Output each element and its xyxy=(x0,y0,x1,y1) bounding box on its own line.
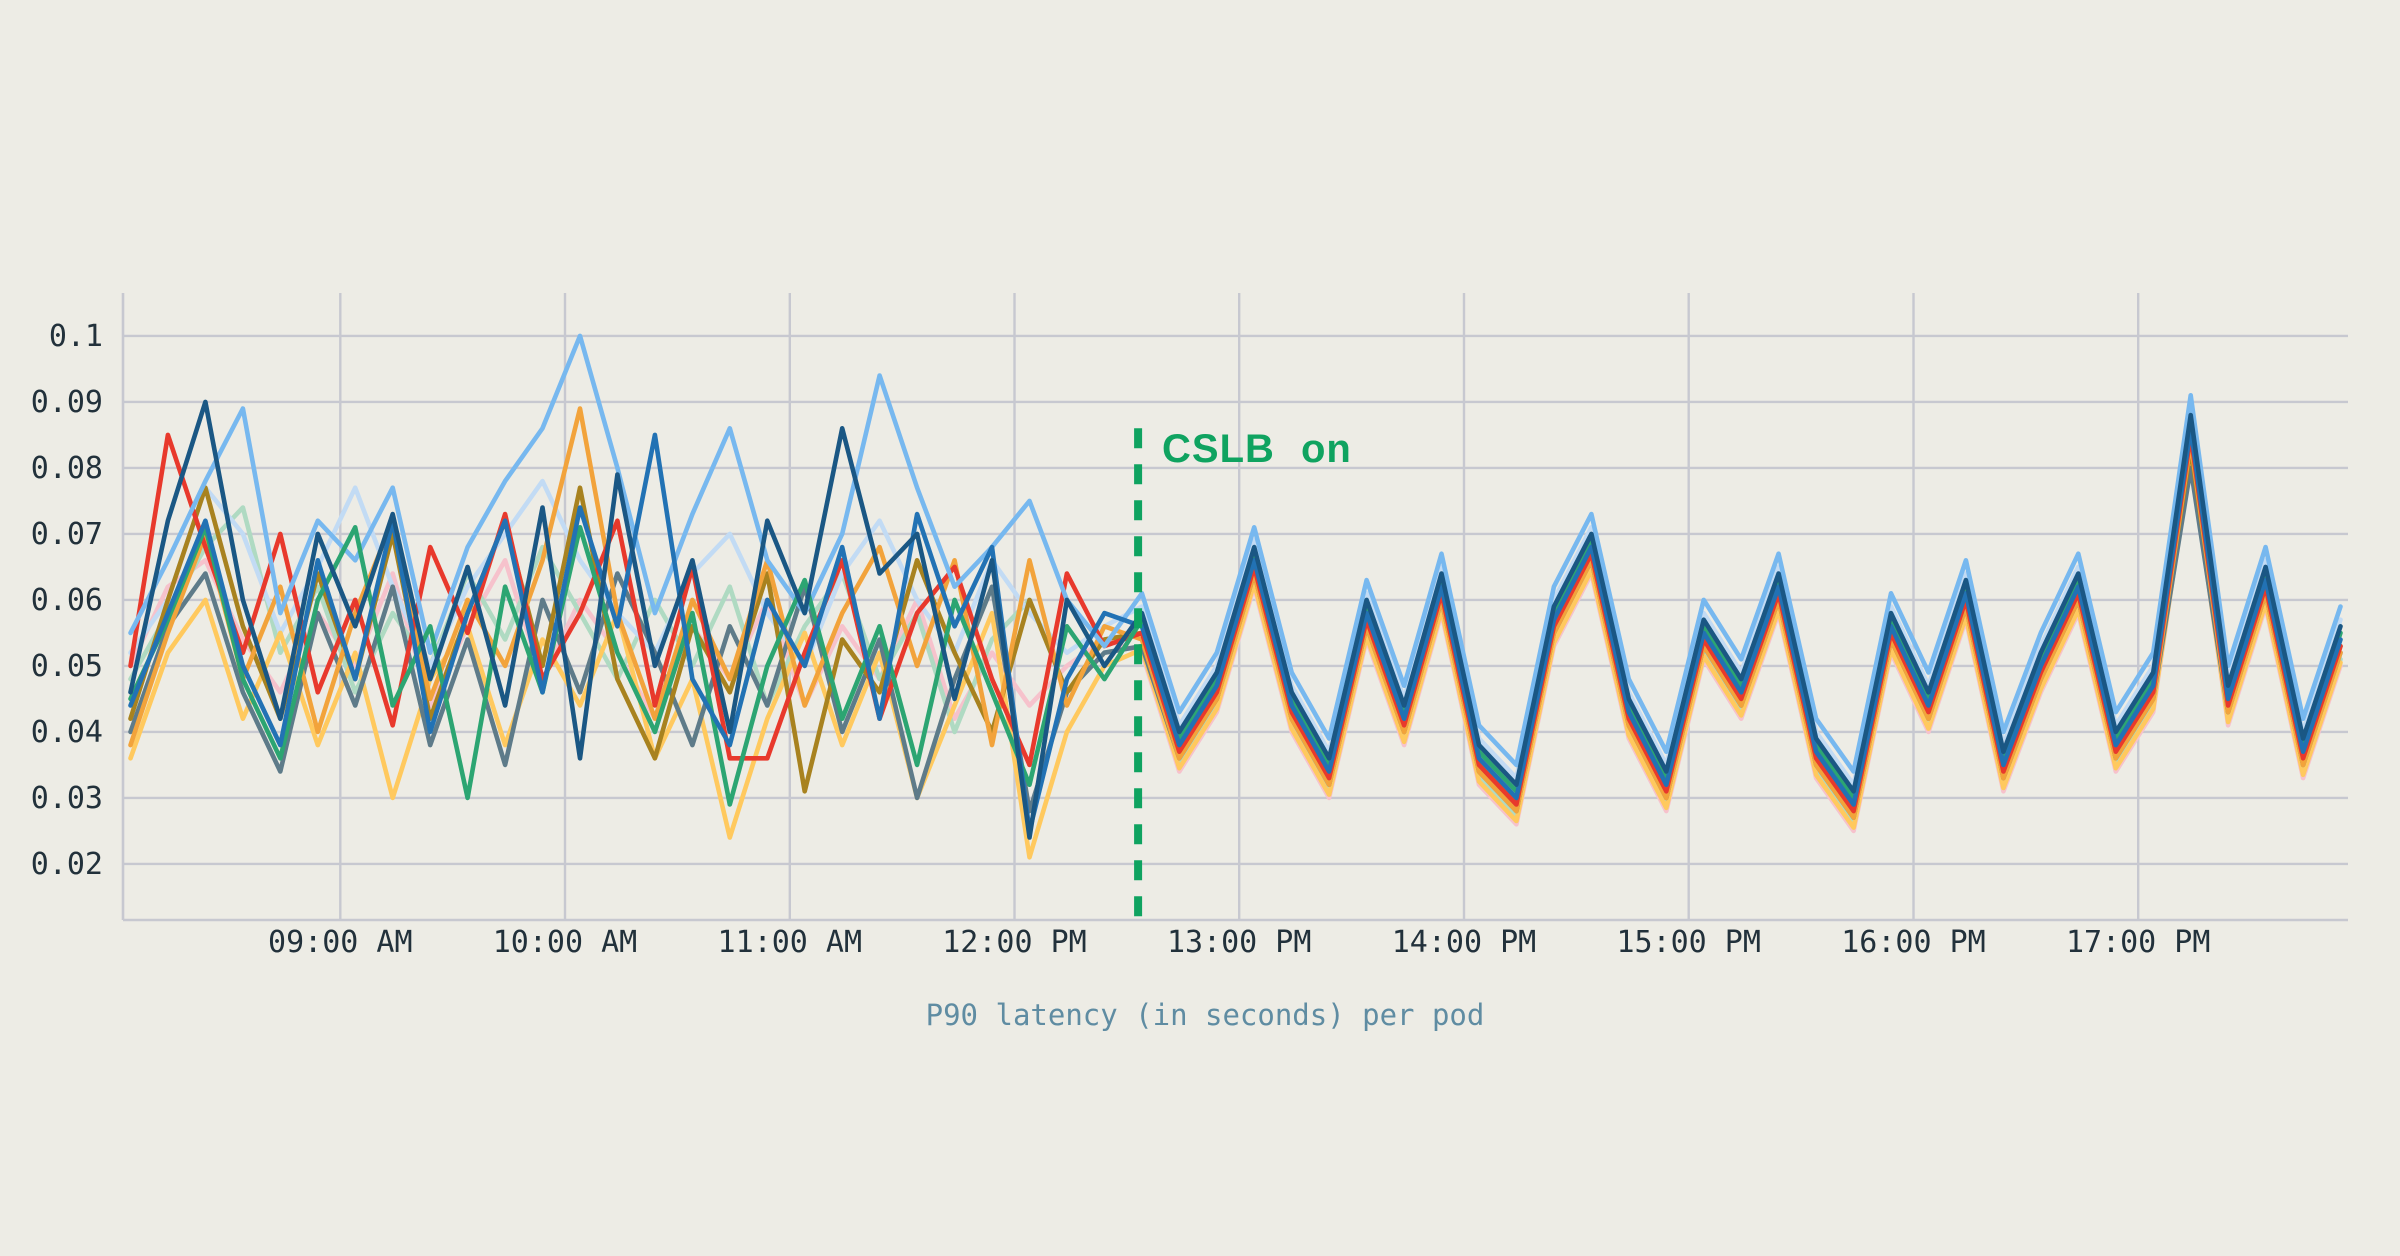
y-tick-label: 0.06 xyxy=(31,583,103,618)
series-layer xyxy=(128,333,2343,860)
x-tick-label: 09:00 AM xyxy=(268,925,413,960)
x-tick-label: 12:00 PM xyxy=(942,925,1087,960)
x-tick-label: 10:00 AM xyxy=(493,925,638,960)
y-tick-label: 0.09 xyxy=(31,385,103,420)
tick-label-layer: 0.1 0.09 0.08 0.07 0.06 0.05 0.04 0.03 0.02 09:00… xyxy=(31,319,2211,960)
series-line-pod-sky xyxy=(128,333,2343,774)
chart-caption: P90 latency (in seconds) per pod xyxy=(926,998,1485,1032)
x-tick-label: 16:00 PM xyxy=(1841,925,1986,960)
y-tick-label: 0.08 xyxy=(31,451,103,486)
y-tick-label: 0.03 xyxy=(31,781,103,816)
y-tick-label: 0.05 xyxy=(31,649,103,684)
annotation-layer: CSLB on xyxy=(1134,427,1352,920)
series-line-pod-blue xyxy=(128,425,2343,834)
series-line-pod-navy xyxy=(128,399,2343,840)
x-tick-label: 11:00 AM xyxy=(718,925,863,960)
axis-layer xyxy=(121,293,2348,922)
y-tick-label: 0.04 xyxy=(31,715,103,750)
x-tick-label: 14:00 PM xyxy=(1392,925,1537,960)
cslb-annotation-label: CSLB on xyxy=(1162,427,1352,471)
x-tick-label: 13:00 PM xyxy=(1167,925,1312,960)
y-tick-label: 0.1 xyxy=(49,319,103,354)
y-tick-label: 0.07 xyxy=(31,517,103,552)
x-tick-label: 17:00 PM xyxy=(2066,925,2211,960)
y-tick-label: 0.02 xyxy=(31,847,103,882)
x-tick-label: 15:00 PM xyxy=(1616,925,1761,960)
